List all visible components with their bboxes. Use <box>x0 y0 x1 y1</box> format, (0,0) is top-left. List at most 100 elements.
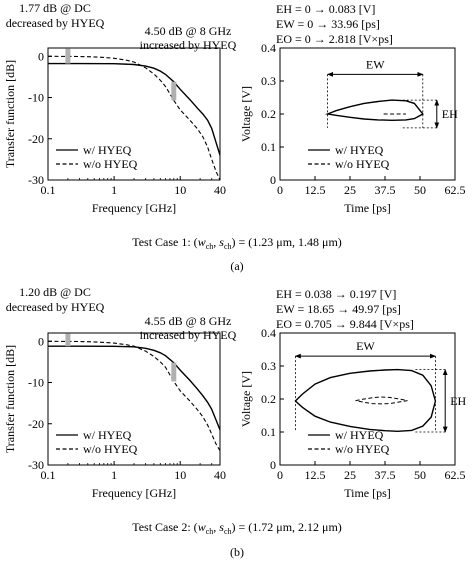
eye-eh-annotation: EH = 0.038 → 0.197 [V] <box>276 287 396 301</box>
x-axis-label: Time [ps] <box>344 201 391 215</box>
y-tick-label: 0.3 <box>261 359 276 373</box>
x-tick-label: 62.5 <box>445 468 466 482</box>
panel-label-b: (b) <box>230 545 244 559</box>
caption-b: Test Case 2: (wch, sch) = (1.72 μm, 2.12… <box>132 520 342 536</box>
y-tick-label: 0.4 <box>261 41 276 55</box>
series-with-hyeq-eye <box>324 99 424 122</box>
x-tick-label: 40 <box>214 468 226 482</box>
series-with-hyeq-line <box>48 345 220 431</box>
x-axis-label: Time [ps] <box>344 486 391 500</box>
x-tick-label: 10 <box>174 468 186 482</box>
eye-markers: EW EH <box>327 57 458 129</box>
hyeq-markers <box>65 48 177 101</box>
x-tick-label: 62.5 <box>445 183 466 197</box>
x-tick-label: 0.1 <box>41 468 56 482</box>
series-without-hyeq-line <box>48 55 220 180</box>
x-axis-label: Frequency [GHz] <box>92 201 176 215</box>
y-axis-label: Voltage [V] <box>239 86 253 142</box>
ghz-annotation-line1: 4.55 dB @ 8 GHz <box>145 314 232 328</box>
dc-annotation-line2: decreased by HYEQ <box>6 300 105 314</box>
panel-a: 1.77 dB @ DC decreased by HYEQ 4.50 dB @… <box>6 1 393 273</box>
y-tick-label: -20 <box>28 132 44 146</box>
y-tick-label: 0.1 <box>261 140 276 154</box>
x-tick-label: 50 <box>414 468 426 482</box>
dc-marker-arrow <box>65 48 71 64</box>
legend-label: w/ HYEQ <box>335 143 384 157</box>
eh-label: EH <box>450 394 466 408</box>
series-without-hyeq-eye <box>355 396 408 405</box>
panel-label-a: (a) <box>230 259 243 273</box>
x-tick-label: 40 <box>214 183 226 197</box>
y-tick-label: 0.2 <box>261 107 276 121</box>
transfer-function-chart-a: 0.1 1 10 40 0 -10 -20 -30 Frequency [GHz] Transfe… <box>3 47 226 215</box>
y-tick-label: -10 <box>28 91 44 105</box>
legend-label: w/o HYEQ <box>83 157 138 171</box>
eye-diagram-chart-b: 0 12.5 25 37.5 50 62.5 0 0.1 0.2 0.3 0.4 Time [ps] V… <box>239 326 467 500</box>
x-tick-label: 0 <box>277 183 283 197</box>
x-tick-label: 1 <box>111 183 117 197</box>
dc-marker-arrow <box>65 333 71 347</box>
x-tick-label: 0 <box>277 468 283 482</box>
caption-a: Test Case 1: (wch, sch) = (1.23 μm, 1.48… <box>132 235 342 251</box>
legend-label: w/ HYEQ <box>83 428 132 442</box>
dc-annotation-line2: decreased by HYEQ <box>6 16 105 30</box>
y-tick-label: 0.4 <box>261 326 276 340</box>
x-tick-label: 37.5 <box>375 468 396 482</box>
x-tick-label: 25 <box>344 468 356 482</box>
ew-label: EW <box>366 57 385 71</box>
x-axis-label: Frequency [GHz] <box>92 486 176 500</box>
ghz-annotation-line1: 4.50 dB @ 8 GHz <box>145 24 232 38</box>
ghz-annotation-line2: increased by HYEQ <box>140 328 237 342</box>
x-tick-label: 12.5 <box>305 468 326 482</box>
x-tick-label: 1 <box>111 468 117 482</box>
legend-label: w/o HYEQ <box>83 442 138 456</box>
x-tick-label: 12.5 <box>305 183 326 197</box>
panel-b: 1.20 dB @ DC decreased by HYEQ 4.55 dB @… <box>6 285 414 559</box>
legend-label: w/ HYEQ <box>335 428 384 442</box>
legend-label: w/ HYEQ <box>83 143 132 157</box>
transfer-function-chart-b: 0.1 1 10 40 0 -10 -20 -30 Frequency [GHz] Transfe… <box>3 332 226 500</box>
y-axis-label: Transfer function [dB] <box>3 345 17 453</box>
legend-label: w/o HYEQ <box>335 157 390 171</box>
y-tick-label: 0.1 <box>261 425 276 439</box>
dc-annotation-line1: 1.77 dB @ DC <box>19 1 91 15</box>
x-tick-label: 50 <box>414 183 426 197</box>
eh-label: EH <box>442 107 458 121</box>
y-tick-label: -20 <box>28 417 44 431</box>
y-tick-label: 0.3 <box>261 74 276 88</box>
y-tick-label: 0 <box>270 173 276 187</box>
hyeq-markers <box>65 333 177 382</box>
eye-diagram-chart-a: 0 12.5 25 37.5 50 62.5 0 0.1 0.2 0.3 0.4 Time [ps] V… <box>239 41 466 215</box>
plot-area <box>48 340 220 451</box>
ghz-marker-arrow <box>171 81 177 101</box>
ghz-annotation-line2: increased by HYEQ <box>140 38 237 52</box>
y-tick-label: -30 <box>28 173 44 187</box>
eye-ew-annotation: EW = 0 → 33.96 [ps] <box>276 17 380 31</box>
eye-eo-annotation: EO = 0.705 → 9.844 [V×ps] <box>276 317 414 331</box>
y-tick-label: -10 <box>28 376 44 390</box>
x-tick-label: 25 <box>344 183 356 197</box>
legend-label: w/o HYEQ <box>335 442 390 456</box>
eye-ew-annotation: EW = 18.65 → 49.97 [ps] <box>276 302 401 316</box>
x-tick-label: 37.5 <box>375 183 396 197</box>
x-tick-label: 0.1 <box>41 183 56 197</box>
y-tick-label: 0.2 <box>261 392 276 406</box>
series-with-hyeq-eye <box>294 368 437 433</box>
y-tick-label: 0 <box>270 458 276 472</box>
y-tick-label: 0 <box>38 49 44 63</box>
dc-annotation-line1: 1.20 dB @ DC <box>19 285 91 299</box>
y-tick-label: 0 <box>38 334 44 348</box>
series-with-hyeq-line <box>48 62 220 156</box>
plot-area <box>294 368 437 433</box>
eye-eo-annotation: EO = 0 → 2.818 [V×ps] <box>276 32 393 46</box>
ew-label: EW <box>356 339 375 353</box>
y-axis-label: Transfer function [dB] <box>3 60 17 168</box>
plot-area <box>48 55 220 180</box>
x-tick-label: 10 <box>174 183 186 197</box>
plot-area <box>324 99 424 122</box>
